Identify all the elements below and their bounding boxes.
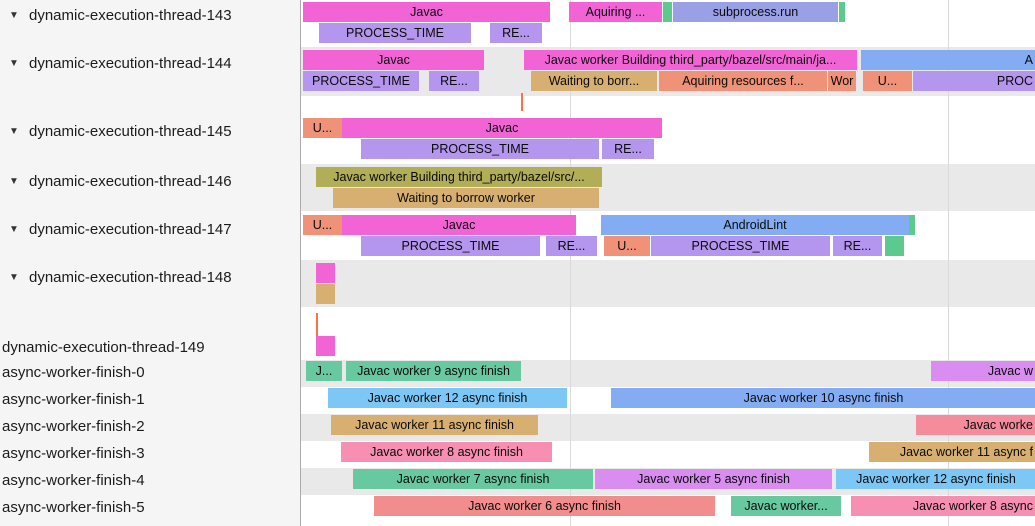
track-label: async-worker-finish-0: [2, 363, 145, 381]
collapse-arrow-icon[interactable]: ▼: [9, 223, 19, 235]
timeline-span[interactable]: Javac: [303, 50, 484, 70]
track-label: dynamic-execution-thread-147: [29, 220, 232, 238]
timeline-span[interactable]: PROCESS_TIME: [361, 139, 599, 159]
timeline-span[interactable]: [663, 2, 672, 22]
timeline-span[interactable]: Javac worker 10 async finish: [611, 388, 1035, 408]
timeline-span[interactable]: subprocess.run: [673, 2, 838, 22]
timeline-span[interactable]: Aquiring ...: [569, 2, 662, 22]
track-header-dynamic-execution-thread-145[interactable]: ▼ dynamic-execution-thread-145: [0, 121, 300, 141]
timeline-span[interactable]: PROC: [913, 71, 1035, 91]
timeline-span[interactable]: J...: [306, 361, 342, 381]
track-header-dynamic-execution-thread-147[interactable]: ▼ dynamic-execution-thread-147: [0, 219, 300, 239]
timeline-span[interactable]: U...: [303, 215, 342, 235]
track-header-async-worker-finish-3[interactable]: async-worker-finish-3: [0, 443, 302, 463]
timeline-span[interactable]: PROCESS_TIME: [651, 236, 830, 256]
track-header-async-worker-finish-2[interactable]: async-worker-finish-2: [0, 416, 302, 436]
timeline-span[interactable]: RE...: [546, 236, 597, 256]
collapse-arrow-icon[interactable]: ▼: [9, 175, 19, 187]
instant-marker-tick[interactable]: [316, 313, 318, 336]
timeline-span[interactable]: Waiting to borr...: [531, 71, 657, 91]
track-label: async-worker-finish-2: [2, 417, 145, 435]
track-label: dynamic-execution-thread-145: [29, 122, 232, 140]
timeline-span[interactable]: RE...: [429, 71, 479, 91]
timeline-span[interactable]: Javac worker 8 async finish: [341, 442, 552, 462]
collapse-arrow-icon[interactable]: ▼: [9, 57, 19, 69]
timeline-span[interactable]: [316, 336, 335, 356]
track-label: dynamic-execution-thread-148: [29, 268, 232, 286]
track-header-async-worker-finish-0[interactable]: async-worker-finish-0: [0, 362, 302, 382]
timeline-span[interactable]: Javac worker 11 async f: [869, 442, 1035, 462]
timeline-span[interactable]: Javac worker Building third_party/bazel/…: [524, 50, 857, 70]
timeline-span[interactable]: U...: [863, 71, 912, 91]
timeline-span[interactable]: Javac worker 11 async finish: [331, 415, 538, 435]
track-label: dynamic-execution-thread-143: [29, 6, 232, 24]
timeline-span[interactable]: Javac worker 6 async finish: [374, 496, 715, 516]
timeline-span[interactable]: Javac: [342, 215, 576, 235]
timeline-span[interactable]: A: [861, 50, 1035, 70]
timeline-span[interactable]: PROCESS_TIME: [319, 23, 471, 43]
timeline-span[interactable]: AndroidLint: [601, 215, 909, 235]
timeline-span[interactable]: Javac worker...: [731, 496, 841, 516]
row-stripe: [301, 260, 1035, 307]
track-label: async-worker-finish-4: [2, 471, 145, 489]
collapse-arrow-icon[interactable]: ▼: [9, 125, 19, 137]
track-header-dynamic-execution-thread-146[interactable]: ▼ dynamic-execution-thread-146: [0, 171, 300, 191]
track-header-dynamic-execution-thread-143[interactable]: ▼ dynamic-execution-thread-143: [0, 5, 300, 25]
timeline-span[interactable]: Javac worker Building third_party/bazel/…: [316, 167, 602, 187]
timeline-span[interactable]: RE...: [490, 23, 542, 43]
timeline-span[interactable]: Javac worker 5 async finish: [595, 469, 832, 489]
track-label: async-worker-finish-1: [2, 390, 145, 408]
timeline-span[interactable]: Javac worker 9 async finish: [346, 361, 521, 381]
timeline-span[interactable]: [316, 284, 335, 304]
timeline-span[interactable]: Javac: [303, 2, 550, 22]
timeline-span[interactable]: Javac worker 12 async finish: [836, 469, 1035, 489]
timeline-span[interactable]: U...: [303, 118, 342, 138]
track-header-async-worker-finish-5[interactable]: async-worker-finish-5: [0, 497, 302, 517]
timeline-span[interactable]: Javac worker 12 async finish: [328, 388, 567, 408]
gridline: [570, 0, 571, 526]
timeline-span[interactable]: Javac: [342, 118, 662, 138]
timeline-span[interactable]: Aquiring resources f...: [659, 71, 827, 91]
instant-marker-tick[interactable]: [521, 93, 523, 111]
timeline-span[interactable]: [885, 236, 904, 256]
timeline-span[interactable]: Javac worker 8 async: [851, 496, 1035, 516]
timeline-span[interactable]: RE...: [602, 139, 654, 159]
gridline: [948, 0, 949, 526]
timeline-span[interactable]: U...: [604, 236, 650, 256]
timeline-span[interactable]: RE...: [833, 236, 882, 256]
timeline-span[interactable]: PROCESS_TIME: [361, 236, 540, 256]
timeline-span[interactable]: Javac worker 7 async finish: [353, 469, 593, 489]
collapse-arrow-icon[interactable]: ▼: [9, 271, 19, 283]
track-label: async-worker-finish-3: [2, 444, 145, 462]
track-header-async-worker-finish-1[interactable]: async-worker-finish-1: [0, 389, 302, 409]
track-header-dynamic-execution-thread-148[interactable]: ▼ dynamic-execution-thread-148: [0, 267, 300, 287]
track-label: dynamic-execution-thread-144: [29, 54, 232, 72]
track-header-async-worker-finish-4[interactable]: async-worker-finish-4: [0, 470, 302, 490]
timeline-span[interactable]: Waiting to borrow worker: [333, 188, 599, 208]
timeline-canvas[interactable]: Javac Aquiring ... subprocess.run PROCESS_T…: [301, 0, 1035, 526]
timeline-span[interactable]: Javac worke: [916, 415, 1035, 435]
track-label: async-worker-finish-5: [2, 498, 145, 516]
timeline-span[interactable]: PROCESS_TIME: [303, 71, 419, 91]
track-label: dynamic-execution-thread-146: [29, 172, 232, 190]
timeline-span[interactable]: [909, 215, 915, 235]
timeline-span[interactable]: Wor: [828, 71, 856, 91]
timeline-span[interactable]: [839, 2, 845, 22]
timeline-span[interactable]: Javac w: [931, 361, 1035, 381]
track-label: dynamic-execution-thread-149: [2, 338, 205, 356]
panel-divider[interactable]: [300, 0, 301, 526]
track-name-panel: ▼ dynamic-execution-thread-143 ▼ dynamic-ex…: [0, 0, 300, 526]
track-header-dynamic-execution-thread-149[interactable]: dynamic-execution-thread-149: [0, 337, 302, 357]
track-header-dynamic-execution-thread-144[interactable]: ▼ dynamic-execution-thread-144: [0, 53, 300, 73]
timeline-span[interactable]: [316, 263, 335, 283]
collapse-arrow-icon[interactable]: ▼: [9, 9, 19, 21]
